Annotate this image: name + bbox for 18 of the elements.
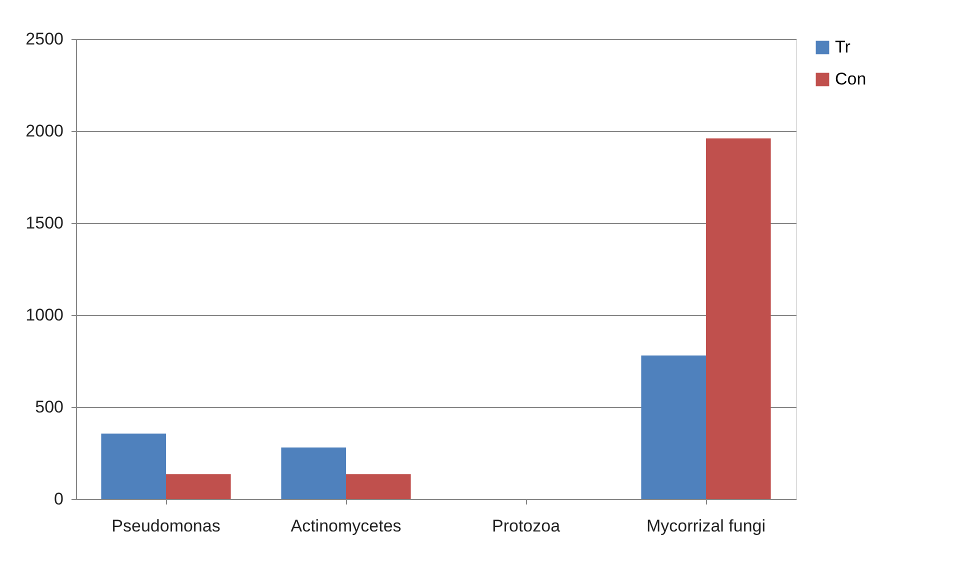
bar: [641, 355, 706, 499]
y-tick-label: 0: [54, 490, 64, 508]
bar: [101, 434, 166, 499]
x-tick-label: Protozoa: [492, 516, 561, 536]
y-tick-label: 500: [35, 398, 64, 416]
bar: [166, 474, 231, 499]
legend-label: Tr: [835, 38, 851, 56]
y-tick-label: 1000: [26, 306, 64, 324]
x-tick-label: Actinomycetes: [290, 516, 402, 536]
bar: [706, 138, 771, 499]
legend-label: Con: [835, 70, 866, 88]
x-tick-label: Mycorrizal fungi: [646, 516, 766, 536]
y-tick-label: 2000: [26, 122, 64, 140]
y-tick-label: 1500: [26, 214, 64, 232]
y-tick-label: 2500: [26, 30, 64, 48]
x-tick-label: Pseudomonas: [112, 516, 220, 536]
bar: [346, 474, 411, 499]
bar: [281, 447, 346, 499]
